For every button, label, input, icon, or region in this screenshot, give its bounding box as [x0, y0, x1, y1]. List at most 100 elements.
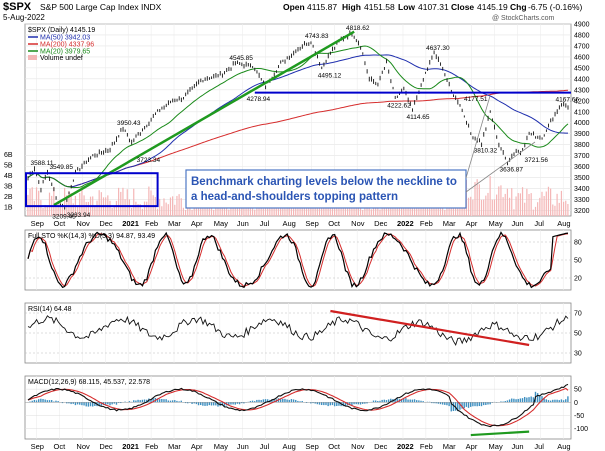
exchange: INDX [141, 2, 162, 12]
volume-bar [297, 202, 299, 216]
volume-bar [493, 199, 496, 216]
volume-bar [213, 209, 215, 216]
volume-bar [560, 190, 563, 216]
volume-bar [182, 207, 185, 216]
macd-hist-bar [448, 402, 450, 407]
volume-bar [59, 202, 61, 216]
month-label: Mar [443, 219, 456, 228]
macd-hist-bar [174, 400, 176, 403]
legend-volume-swatch [28, 55, 37, 60]
price-tick-label: 4500 [574, 65, 590, 72]
macd-hist-bar [452, 402, 455, 412]
price-tick-label: 4300 [574, 87, 590, 94]
symbol: $SPX [3, 1, 32, 13]
volume-bar [543, 196, 545, 216]
month-label: Dec [374, 219, 388, 228]
macd-hist-bar [260, 400, 262, 403]
volume-tick-label: 3B [4, 184, 13, 191]
volume-tick-label: 5B [4, 163, 13, 170]
macd-hist-bar [446, 402, 448, 406]
high-label: High [342, 2, 361, 12]
volume-bar [260, 202, 262, 216]
macd-hist-bar [212, 402, 215, 406]
macd-hist-bar [327, 402, 329, 407]
macd-hist-bar [558, 400, 560, 403]
volume-bar [478, 184, 480, 216]
price-label: 4222.62 [387, 102, 411, 109]
chart-date: 5-Aug-2022 [3, 13, 45, 22]
volume-bar [498, 186, 500, 216]
volume-bar [178, 194, 180, 216]
volume-bar [130, 207, 133, 216]
volume-bar [277, 201, 280, 216]
macd-hist-bar [139, 400, 141, 403]
macd-hist-bar [485, 402, 487, 405]
month-label: Feb [145, 442, 158, 451]
legend-ma50: MA(50) 3942.03 [40, 35, 90, 42]
rsi-tick-label: 30 [574, 351, 582, 358]
macd-hist-bar [478, 402, 481, 407]
month-label: Nov [351, 442, 365, 451]
volume-bar [68, 191, 70, 216]
macd-hist-bar [459, 402, 461, 410]
macd-hist-bar [146, 399, 148, 403]
macd-hist-bar [532, 397, 535, 403]
macd-hist-bar [461, 402, 463, 409]
macd-hist-bar [221, 402, 223, 406]
macd-hist-bar [536, 393, 539, 403]
volume-bar [528, 194, 530, 216]
macd-hist-bar [310, 402, 312, 404]
month-label: May [489, 442, 503, 451]
volume-bar [554, 205, 556, 216]
macd-hist-bar [74, 402, 77, 406]
price-label: 4743.83 [305, 33, 329, 40]
volume-bar [172, 196, 174, 216]
volume-bar [526, 188, 528, 216]
macd-hist-bar [292, 399, 295, 403]
macd-hist-bar [279, 399, 282, 403]
macd-hist-bar [158, 399, 161, 403]
volume-bar [344, 205, 347, 216]
volume-bar [126, 189, 128, 216]
macd-hist-bar [66, 402, 68, 404]
volume-bar [513, 209, 515, 216]
macd-hist-bar [81, 402, 83, 406]
price-label: 4167.66 [556, 96, 580, 103]
volume-bar [100, 192, 102, 216]
macd-hist-bar [513, 398, 515, 403]
macd-hist-bar [228, 402, 230, 406]
month-label: Apr [466, 442, 478, 451]
volume-bar [470, 196, 472, 216]
price-tick-label: 4600 [574, 54, 590, 61]
sto-d-line [27, 233, 569, 288]
macd-hist-bar [254, 401, 256, 403]
macd-hist-bar [444, 402, 446, 405]
month-label: Oct [54, 442, 67, 451]
sto-tick-label: 50 [574, 258, 582, 265]
price-label: 3636.87 [500, 167, 524, 174]
volume-axis: 6B 5B 4B 3B 2B 1B [4, 152, 13, 212]
month-label: 2021 [122, 219, 139, 228]
price-tick-label: 3300 [574, 197, 590, 204]
annotation-pointer-left [465, 95, 491, 179]
price-label: 3549.85 [49, 164, 73, 171]
ma20-line [27, 45, 569, 189]
price-label: 4495.12 [318, 72, 342, 79]
volume-bar [547, 186, 550, 216]
volume-bar [562, 201, 565, 216]
volume-bar [228, 209, 230, 216]
volume-bar [284, 206, 286, 216]
macd-hist-bar [439, 402, 442, 405]
volume-bar [487, 192, 489, 216]
macd-hist-bar [178, 401, 180, 403]
volume-bar [174, 204, 176, 216]
macd-hist-bar [396, 398, 398, 403]
volume-bar [362, 209, 364, 216]
macd-hist-bar [266, 399, 269, 403]
volume-bar [532, 209, 534, 216]
volume-bar [61, 206, 64, 216]
macd-hist-bar [472, 402, 474, 407]
macd-hist-bar [223, 402, 226, 407]
macd-hist-bar [171, 400, 174, 403]
